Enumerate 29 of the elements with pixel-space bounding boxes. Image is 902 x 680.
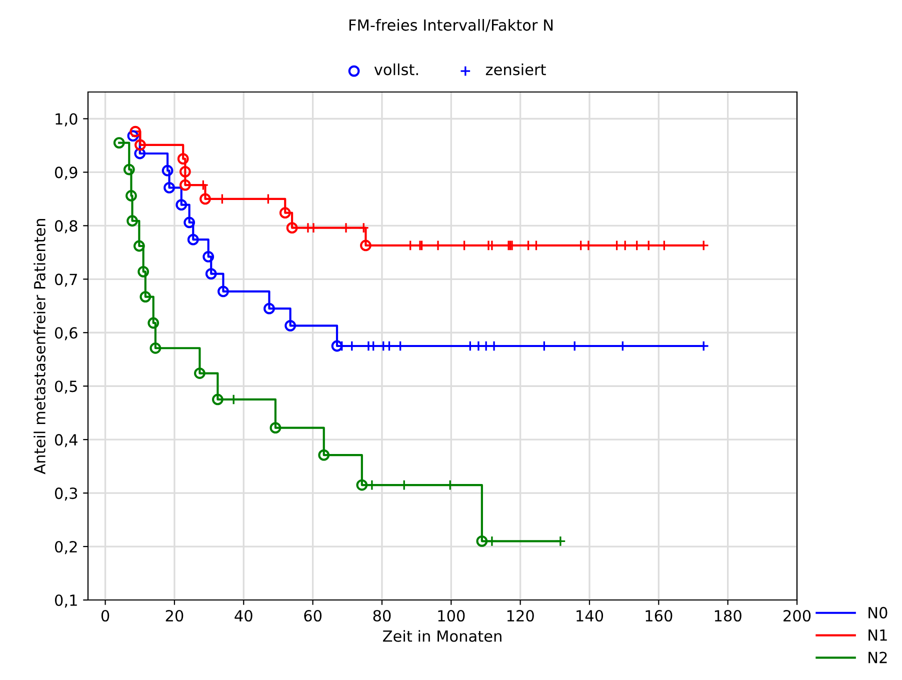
y-tick-label: 0,3 (54, 488, 78, 501)
y-tick-label: 0,6 (54, 327, 78, 340)
y-axis-title: Anteil metastasenfreier Patienten (34, 218, 46, 474)
y-tick-label: 0,4 (54, 434, 78, 448)
legend-label: N0 (868, 606, 888, 618)
x-axis-title: Zeit in Monaten (382, 630, 502, 642)
x-tick-label: 120 (507, 610, 534, 622)
y-tick-label: 0,9 (54, 166, 78, 180)
legend-label: vollst. (374, 63, 418, 76)
y-tick-label: 0,2 (54, 540, 77, 554)
x-tick-label: 0 (101, 610, 110, 622)
legend-label: zensiert (486, 63, 546, 76)
y-tick-label: 0,7 (54, 274, 77, 287)
y-tick-label: 0,5 (54, 380, 77, 394)
x-tick-label: 40 (234, 610, 252, 622)
legend-label: N2 (868, 652, 887, 664)
x-tick-label: 200 (784, 610, 811, 622)
x-tick-label: 180 (714, 610, 742, 622)
y-tick-label: 1,0 (56, 113, 78, 126)
x-tick-label: 160 (646, 610, 672, 622)
chart-title: FM-freies Intervall/Faktor N (349, 18, 553, 32)
x-tick-label: 80 (373, 610, 391, 622)
y-tick-label: 0,8 (54, 220, 78, 234)
legend-label: N1 (868, 630, 887, 641)
x-tick-label: 20 (166, 610, 184, 622)
x-tick-label: 60 (304, 610, 322, 622)
y-tick-label: 0,1 (54, 594, 77, 608)
x-tick-label: 100 (438, 610, 465, 622)
x-tick-label: 140 (576, 610, 604, 622)
